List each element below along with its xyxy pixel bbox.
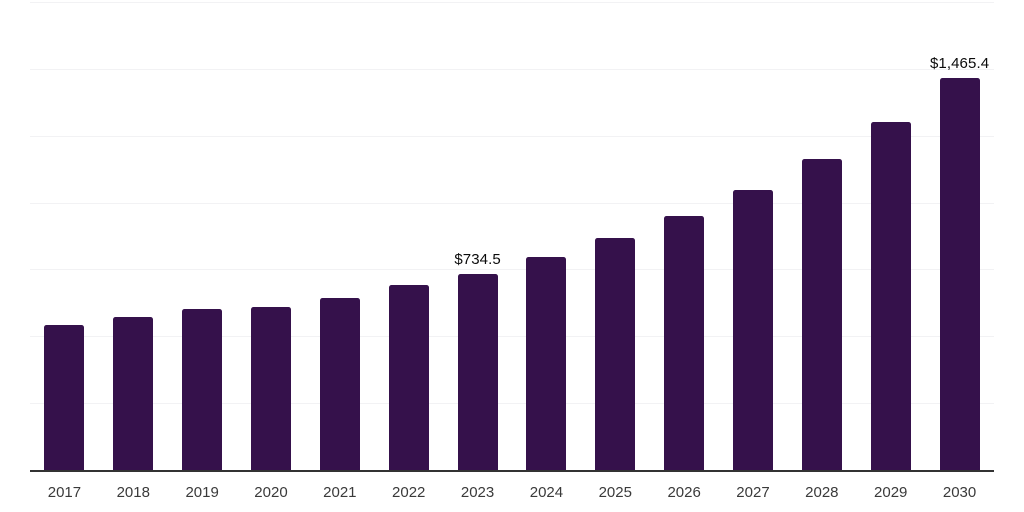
bar-band-2023: $734.5 [443,2,512,470]
x-tick-2018: 2018 [116,484,150,501]
bar-2030 [939,78,980,470]
gridline-1000 [30,202,994,204]
bar-2026 [664,215,705,470]
bar-band-2018 [99,2,168,470]
data-label-2023: $734.5 [454,250,501,268]
x-tick-2020: 2020 [254,484,288,501]
x-tick-2017: 2017 [47,484,82,501]
bar-band-2030: $1,465.4 [925,2,994,470]
bars: $734.5 $1,465.4 [30,2,994,470]
bar-2020 [250,306,291,470]
bar-band-2019 [168,2,237,470]
bar-2017 [44,325,85,470]
gridline-250 [30,403,994,405]
data-label-2030: $1,465.4 [929,55,990,73]
bar-band-2028 [787,2,856,470]
x-tick-2029: 2029 [874,484,908,501]
x-axis-line [30,470,994,472]
x-tick-2024: 2024 [529,484,564,501]
bar-band-2025 [581,2,650,470]
x-tick-2023: 2023 [460,484,495,501]
bar-band-2022 [374,2,443,470]
gridline-1500 [30,68,994,70]
x-tick-2026: 2026 [667,484,701,501]
bar-band-2020 [237,2,306,470]
x-tick-2021: 2021 [323,484,357,501]
gridline-750 [30,269,994,271]
bar-2023 [457,273,498,470]
bar-2024 [526,256,567,470]
bar-2027 [732,190,773,470]
x-tick-2019: 2019 [185,484,219,501]
bar-band-2024 [512,2,581,470]
gridline-1250 [30,135,994,137]
x-tick-2022: 2022 [392,484,426,501]
plot-area: $734.5 $1,465.4 [30,2,994,472]
bar-band-2029 [856,2,925,470]
bar-2022 [388,284,429,470]
x-tick-2030: 2030 [942,484,977,501]
bar-band-2026 [650,2,719,470]
x-tick-2025: 2025 [598,484,632,501]
bar-2021 [319,298,360,470]
x-tick-2027: 2027 [736,484,770,501]
bar-band-2017 [30,2,99,470]
bar-2029 [870,122,911,470]
x-tick-2028: 2028 [805,484,839,501]
bar-2028 [801,158,842,470]
bar-2018 [113,317,154,470]
x-axis-labels: 2017 2018 2019 2020 2021 2022 2023 2024 2025 2026… [30,483,994,503]
bar-2025 [595,237,636,470]
bar-2019 [182,309,223,470]
gridline-500 [30,336,994,338]
bar-band-2021 [305,2,374,470]
gridline-1750 [30,2,994,3]
bar-band-2027 [719,2,788,470]
